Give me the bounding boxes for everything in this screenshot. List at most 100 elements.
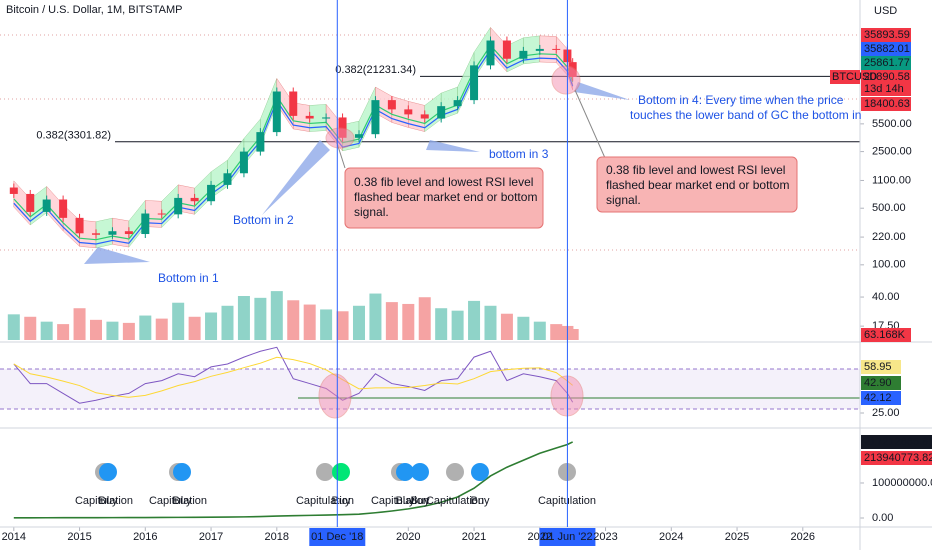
x-tick-label: 2014 bbox=[2, 531, 26, 543]
volume-bar bbox=[468, 300, 481, 340]
candle-body bbox=[338, 117, 347, 138]
volume-bar bbox=[57, 324, 70, 340]
fib-label: 0.382(21231.34) bbox=[335, 64, 416, 76]
candle-body bbox=[141, 213, 150, 235]
candle-body bbox=[519, 50, 528, 59]
volume-bar bbox=[369, 293, 382, 340]
candle-body bbox=[552, 48, 561, 50]
volume-bar bbox=[139, 315, 152, 340]
x-tick-label: 2024 bbox=[659, 531, 683, 543]
price-badge-label: 35882.01 bbox=[864, 43, 910, 55]
highlight bbox=[325, 127, 355, 149]
signal-label: Buy bbox=[173, 495, 192, 507]
volume-bar bbox=[172, 302, 185, 340]
gc-badge bbox=[861, 435, 932, 449]
volume-bar bbox=[205, 312, 218, 340]
volume-bar bbox=[221, 305, 234, 340]
volume-badge bbox=[861, 328, 911, 342]
fib-label: 0.382(3301.82) bbox=[36, 130, 111, 142]
rsi-line bbox=[13, 346, 574, 404]
annotation: Bottom in 2 bbox=[233, 213, 294, 227]
arrow bbox=[84, 247, 150, 264]
x-tick-label: 2025 bbox=[725, 531, 749, 543]
rsi-badge bbox=[861, 376, 901, 390]
date-badge bbox=[309, 528, 366, 546]
volume-bar bbox=[188, 316, 201, 340]
candle-body bbox=[59, 199, 68, 218]
highlight bbox=[318, 373, 352, 419]
signal-dot bbox=[396, 463, 414, 481]
y-tick-label: 100000000.00 bbox=[872, 477, 932, 489]
candle-body bbox=[322, 117, 331, 119]
x-tick-label: 2021 bbox=[462, 531, 486, 543]
signal-dot bbox=[332, 463, 350, 481]
y-tick-label: 220.00 bbox=[872, 231, 906, 243]
volume-bar bbox=[336, 311, 349, 340]
signal-label: Buy bbox=[99, 495, 118, 507]
signal-dot bbox=[446, 463, 464, 481]
callout-text: 0.38 fib level and lowest RSI level bbox=[606, 163, 785, 177]
gc-badge bbox=[861, 451, 932, 465]
volume-bar bbox=[517, 316, 530, 340]
callout-text: signal. bbox=[354, 205, 389, 219]
signal-label: Capitulation bbox=[426, 495, 484, 507]
volume-bar bbox=[352, 305, 365, 340]
callout-box bbox=[596, 156, 798, 213]
volume-bar bbox=[550, 324, 563, 340]
price-badge bbox=[861, 70, 911, 96]
volume-bar bbox=[435, 308, 448, 340]
candle-body bbox=[470, 65, 479, 101]
signal-label: Buy bbox=[411, 495, 430, 507]
volume-bar bbox=[451, 310, 464, 340]
rsi-signal-line bbox=[13, 356, 573, 398]
candle-body bbox=[371, 100, 380, 135]
x-tick-label: 2017 bbox=[199, 531, 223, 543]
price-badge-label: 25861.77 bbox=[864, 57, 910, 69]
price-badge bbox=[861, 42, 911, 56]
candle-body bbox=[305, 115, 314, 119]
rsi-badge-label: 58.95 bbox=[864, 361, 892, 373]
arrow bbox=[262, 140, 330, 215]
date-badge-label: 01 Dec '18 bbox=[311, 531, 363, 543]
volume-bar bbox=[402, 303, 415, 340]
symbol-badge bbox=[830, 70, 860, 84]
rsi-band bbox=[0, 369, 860, 409]
candle-body bbox=[157, 213, 166, 215]
x-tick-label: 2016 bbox=[133, 531, 157, 543]
candle-body bbox=[420, 114, 429, 119]
y-tick-label: 40.00 bbox=[872, 291, 900, 303]
overlay: 01 Dec '18 01 Jun '22 bbox=[309, 0, 596, 546]
candle-body bbox=[190, 197, 199, 202]
gc-line bbox=[13, 441, 574, 519]
volume-bar bbox=[237, 296, 250, 340]
candle-body bbox=[108, 231, 117, 235]
volume-bar bbox=[287, 300, 300, 340]
date-badge-label: 01 Jun '22 bbox=[542, 531, 592, 543]
volume-bar bbox=[270, 291, 283, 340]
candle-body bbox=[453, 100, 462, 107]
annotation: touches the lower band of GC the bottom … bbox=[630, 108, 861, 122]
signal-label: Buy bbox=[396, 495, 415, 507]
symbol-badge-label: BTCUSD bbox=[832, 71, 877, 83]
symbol-title: Bitcoin / U.S. Dollar, 1M, BITSTAMP bbox=[6, 4, 182, 16]
candle-body bbox=[486, 40, 495, 66]
volume-bar bbox=[7, 314, 20, 340]
x-tick-label: 2018 bbox=[265, 531, 289, 543]
callout-text: 0.38 fib level and lowest RSI level bbox=[354, 175, 533, 189]
date-badge bbox=[539, 528, 596, 546]
gc-badge-label: 217212665.81 bbox=[864, 436, 932, 448]
candle-body bbox=[223, 173, 232, 185]
candle-body bbox=[9, 187, 18, 194]
signal-dot bbox=[471, 463, 489, 481]
signal-label: Capitulation bbox=[296, 495, 354, 507]
gc-badge-label: 213940773.82 bbox=[864, 452, 932, 464]
price-badge bbox=[861, 56, 911, 70]
candle-body bbox=[535, 48, 544, 51]
plot: 0.382(3301.82) 0.382(21231.34) Capitulatio… bbox=[0, 26, 860, 519]
volume-bar bbox=[122, 322, 135, 340]
volume-bar bbox=[89, 319, 102, 340]
volume-bar bbox=[533, 321, 546, 340]
volume-bar bbox=[484, 305, 497, 340]
rsi-badge-label: 42.12 bbox=[864, 392, 892, 404]
